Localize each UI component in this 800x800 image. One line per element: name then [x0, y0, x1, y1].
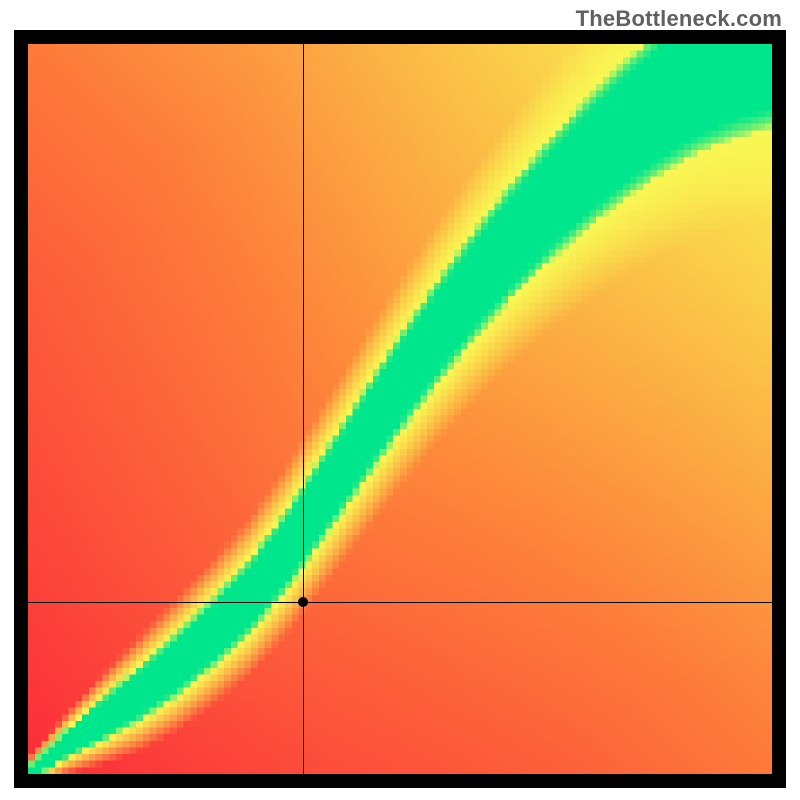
crosshair-horizontal-line — [28, 602, 772, 603]
chart-container: TheBottleneck.com — [0, 0, 800, 800]
plot-frame — [14, 30, 786, 788]
watermark-text: TheBottleneck.com — [576, 6, 782, 32]
heatmap-canvas — [28, 44, 772, 774]
crosshair-vertical-line — [303, 44, 304, 774]
